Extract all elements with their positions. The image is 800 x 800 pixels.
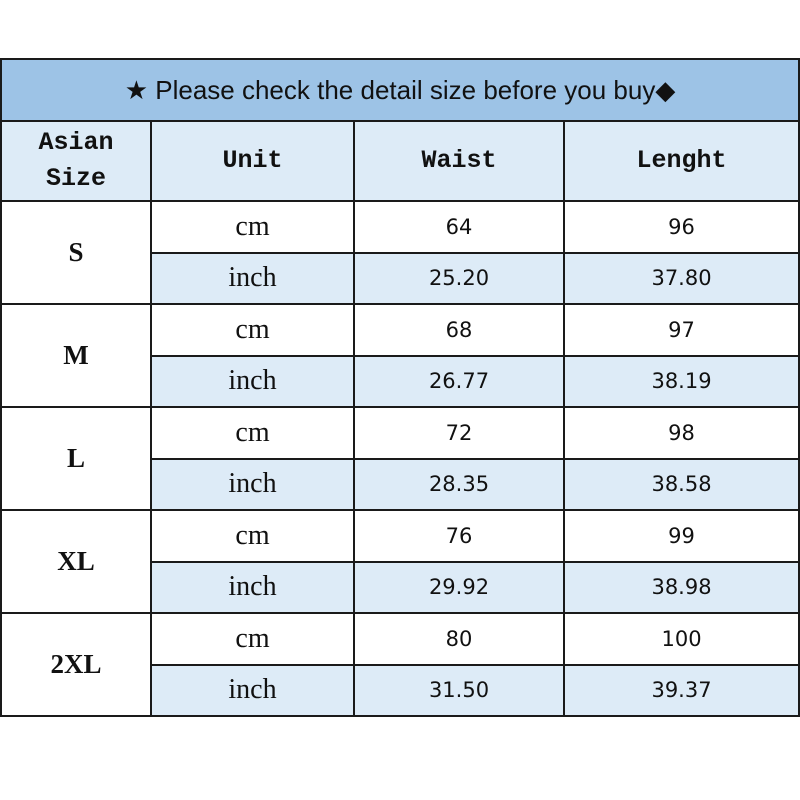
header-asian: Asian [38, 128, 114, 157]
waist-cell: 76 [353, 509, 565, 563]
header-unit: Unit [150, 120, 355, 202]
unit-cell: inch [150, 251, 355, 305]
header-size: Size [45, 164, 106, 193]
table-row-inch: inch 26.77 38.19 [1, 354, 800, 408]
size-chart-table: ★ Please check the detail size before yo… [0, 58, 800, 717]
table-row-cm: 2XL cm 80 100 [0, 612, 800, 717]
waist-cell: 28.35 [353, 457, 565, 511]
unit-cell: inch [150, 354, 355, 408]
length-cell: 38.19 [562, 354, 800, 408]
length-cell: 99 [562, 509, 800, 563]
length-cell: 97 [562, 303, 800, 357]
size-label: S [0, 200, 152, 305]
table-row-inch: inch 28.35 38.58 [1, 457, 800, 511]
waist-cell: 72 [353, 406, 565, 460]
size-label: L [0, 406, 152, 511]
size-label: 2XL [0, 612, 152, 717]
unit-cell: inch [150, 663, 355, 717]
length-cell: 96 [562, 200, 800, 254]
unit-cell: cm [150, 406, 355, 460]
unit-cell: cm [150, 303, 355, 357]
waist-cell: 29.92 [353, 560, 565, 614]
header-waist: Waist [353, 120, 565, 202]
waist-cell: 26.77 [353, 354, 565, 408]
unit-cell: inch [150, 457, 355, 511]
waist-cell: 80 [353, 612, 565, 666]
waist-cell: 64 [353, 200, 565, 254]
header-length: Lenght [562, 120, 800, 202]
size-chart-title: ★ Please check the detail size before yo… [0, 58, 800, 122]
unit-cell: cm [150, 509, 355, 563]
length-cell: 37.80 [562, 251, 800, 305]
table-row-inch: inch 31.50 39.37 [1, 663, 800, 717]
waist-cell: 31.50 [353, 663, 565, 717]
table-row-cm: XL cm 76 99 [0, 509, 800, 614]
waist-cell: 68 [353, 303, 565, 357]
waist-cell: 25.20 [353, 251, 565, 305]
length-cell: 98 [562, 406, 800, 460]
length-cell: 38.58 [562, 457, 800, 511]
length-cell: 38.98 [562, 560, 800, 614]
length-cell: 39.37 [562, 663, 800, 717]
table-row-inch: inch 29.92 38.98 [1, 560, 800, 614]
size-label: XL [0, 509, 152, 614]
unit-cell: cm [150, 612, 355, 666]
unit-cell: inch [150, 560, 355, 614]
table-row-inch: inch 25.20 37.80 [1, 251, 800, 305]
size-label: M [0, 303, 152, 408]
unit-cell: cm [150, 200, 355, 254]
header-row: Asian Size Unit Waist Lenght [0, 120, 800, 202]
header-asian-size: Asian Size [0, 120, 152, 202]
length-cell: 100 [562, 612, 800, 666]
